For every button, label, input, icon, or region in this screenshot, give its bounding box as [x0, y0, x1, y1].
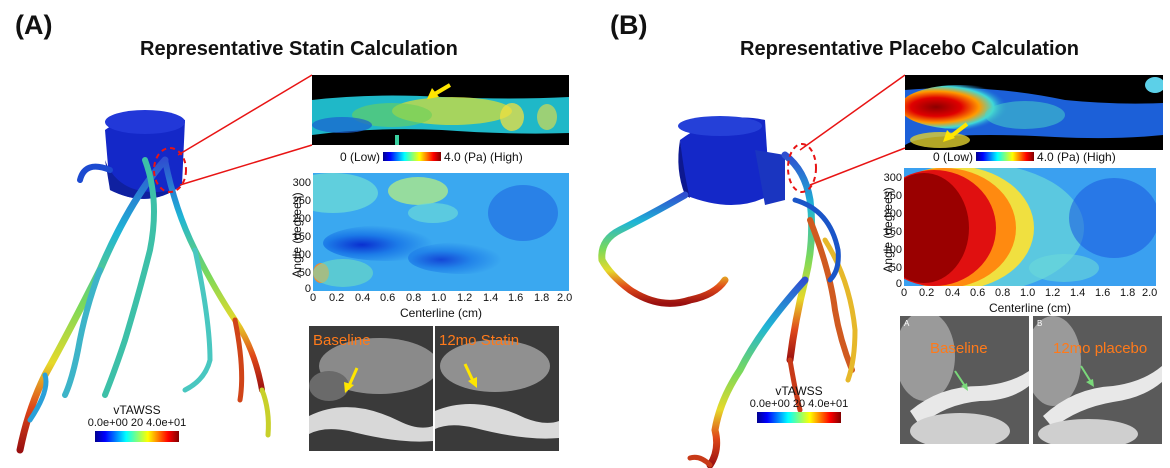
ytick: 150: [883, 226, 902, 238]
ct-label-baseline: Baseline: [313, 332, 371, 349]
arrow-icon: [943, 122, 969, 142]
colorbar-gradient: [976, 152, 1035, 161]
xtick: 0.8: [406, 292, 422, 304]
xtick: 0.6: [970, 287, 986, 299]
ct-corner-label: A: [904, 319, 910, 328]
heatmap-image: [313, 173, 569, 291]
xtick: 1.0: [431, 292, 447, 304]
ytick: 50: [298, 267, 311, 279]
colorbar-gradient: [383, 152, 442, 161]
pa-colorbar-b: 0 (Low) 4.0 (Pa) (High): [933, 150, 1116, 164]
aortic-root: [678, 116, 785, 205]
panel-a-title: Representative Statin Calculation: [140, 38, 458, 60]
ytick: 100: [292, 249, 311, 261]
colorbar-high-label: 4.0 (Pa) (High): [444, 150, 523, 164]
xtick: 0: [901, 287, 908, 299]
ct-label-baseline: Baseline: [930, 340, 988, 357]
arrow-icon: [1080, 365, 1094, 387]
ytick: 150: [292, 231, 311, 243]
xtick: 0.4: [355, 292, 371, 304]
xtick: 0.4: [945, 287, 961, 299]
ytick: 0: [304, 283, 311, 295]
vessel-closeup-statin: [312, 75, 569, 145]
xtick: 1.8: [534, 292, 550, 304]
ytick: 250: [883, 190, 902, 202]
xtick: 0.2: [329, 292, 345, 304]
wss-heatmap-placebo: Angle (degrees) 300 250 200 150 100 50 0…: [872, 168, 1162, 318]
vessel-closeup-placebo: [905, 75, 1163, 150]
vtawss-colorbar-b: vTAWSS 0.0e+00 20 4.0e+01: [749, 384, 849, 429]
heatmap-xticks: 0 0.2 0.4 0.6 0.8 1.0 1.2 1.4 1.6 1.8 2.…: [310, 292, 573, 306]
ytick: 250: [292, 195, 311, 207]
arrow-icon: [463, 363, 477, 388]
heatmap-xlabel: Centerline (cm): [988, 301, 1072, 315]
colorbar-gradient: [95, 431, 179, 442]
heatmap-yticks: 300 250 200 150 100 50 0: [882, 168, 902, 290]
xtick: 1.0: [1020, 287, 1036, 299]
pa-colorbar-a: 0 (Low) 4.0 (Pa) (High): [340, 150, 523, 164]
coronary-model-placebo: [598, 116, 858, 468]
roi-dashed-oval: [787, 143, 817, 193]
colorbar-title: vTAWSS: [775, 384, 823, 398]
ct-scan: [435, 326, 559, 451]
ct-image-baseline: A Baseline: [900, 316, 1029, 444]
xtick: 0: [310, 292, 317, 304]
ytick: 100: [883, 244, 902, 256]
xtick: 1.8: [1120, 287, 1136, 299]
heatmap-xlabel: Centerline (cm): [399, 306, 483, 320]
xtick: 2.0: [557, 292, 573, 304]
xtick: 1.2: [1045, 287, 1061, 299]
xtick: 2.0: [1142, 287, 1158, 299]
xtick: 1.2: [457, 292, 473, 304]
colorbar-gradient: [757, 412, 841, 423]
arrow-icon: [344, 367, 359, 393]
heatmap-image: [904, 168, 1156, 286]
arrow-icon: [954, 370, 968, 391]
ytick: 200: [883, 208, 902, 220]
heatmap-yticks: 300 250 200 150 100 50 0: [291, 173, 311, 295]
ct-scan: [309, 326, 433, 451]
ytick: 50: [889, 262, 902, 274]
heatmap-xticks: 0 0.2 0.4 0.6 0.8 1.0 1.2 1.4 1.6 1.8 2.…: [901, 287, 1158, 301]
ct-label-followup: 12mo Statin: [439, 332, 520, 349]
vtawss-colorbar-a: vTAWSS 0.0e+00 20 4.0e+01: [87, 403, 187, 448]
xtick: 0.6: [380, 292, 396, 304]
panel-a-label: (A): [15, 10, 53, 40]
arrow-icon: [427, 83, 452, 99]
xtick: 1.6: [508, 292, 524, 304]
colorbar-title: vTAWSS: [113, 403, 161, 417]
ct-scan: [1033, 316, 1162, 444]
xtick: 1.4: [483, 292, 499, 304]
aortic-root: [105, 110, 185, 199]
ct-corner-label: B: [1037, 319, 1043, 328]
ytick: 200: [292, 213, 311, 225]
xtick: 1.4: [1070, 287, 1086, 299]
colorbar-low-label: 0 (Low): [340, 150, 381, 164]
ct-label-followup: 12mo placebo: [1053, 340, 1148, 357]
xtick: 1.6: [1095, 287, 1111, 299]
ct-image-followup: 12mo Statin: [435, 326, 559, 451]
ct-image-followup: B 12mo placebo: [1033, 316, 1162, 444]
coronary-branches: [598, 151, 858, 468]
xtick: 0.2: [919, 287, 935, 299]
ytick: 0: [895, 278, 902, 290]
ytick: 300: [292, 177, 311, 189]
colorbar-ticks: 0.0e+00 20 4.0e+01: [87, 417, 187, 429]
coronary-model-statin: [16, 110, 271, 454]
coronary-branches: [16, 156, 271, 454]
ct-image-baseline: Baseline: [309, 326, 433, 451]
wss-heatmap-statin: Angle (degrees) 300 250 200 150 100 50 0…: [281, 173, 573, 323]
panel-b-label: (B): [610, 10, 648, 40]
colorbar-ticks: 0.0e+00 20 4.0e+01: [749, 398, 849, 410]
xtick: 0.8: [995, 287, 1011, 299]
colorbar-high-label: 4.0 (Pa) (High): [1037, 150, 1116, 164]
ytick: 300: [883, 172, 902, 184]
panel-b-title: Representative Placebo Calculation: [740, 38, 1080, 60]
ct-scan: [900, 316, 1029, 444]
ct-comparison-placebo: A Baseline B 12mo placebo: [900, 316, 1162, 444]
colorbar-low-label: 0 (Low): [933, 150, 974, 164]
ct-comparison-statin: Baseline 12mo Statin: [309, 326, 559, 451]
